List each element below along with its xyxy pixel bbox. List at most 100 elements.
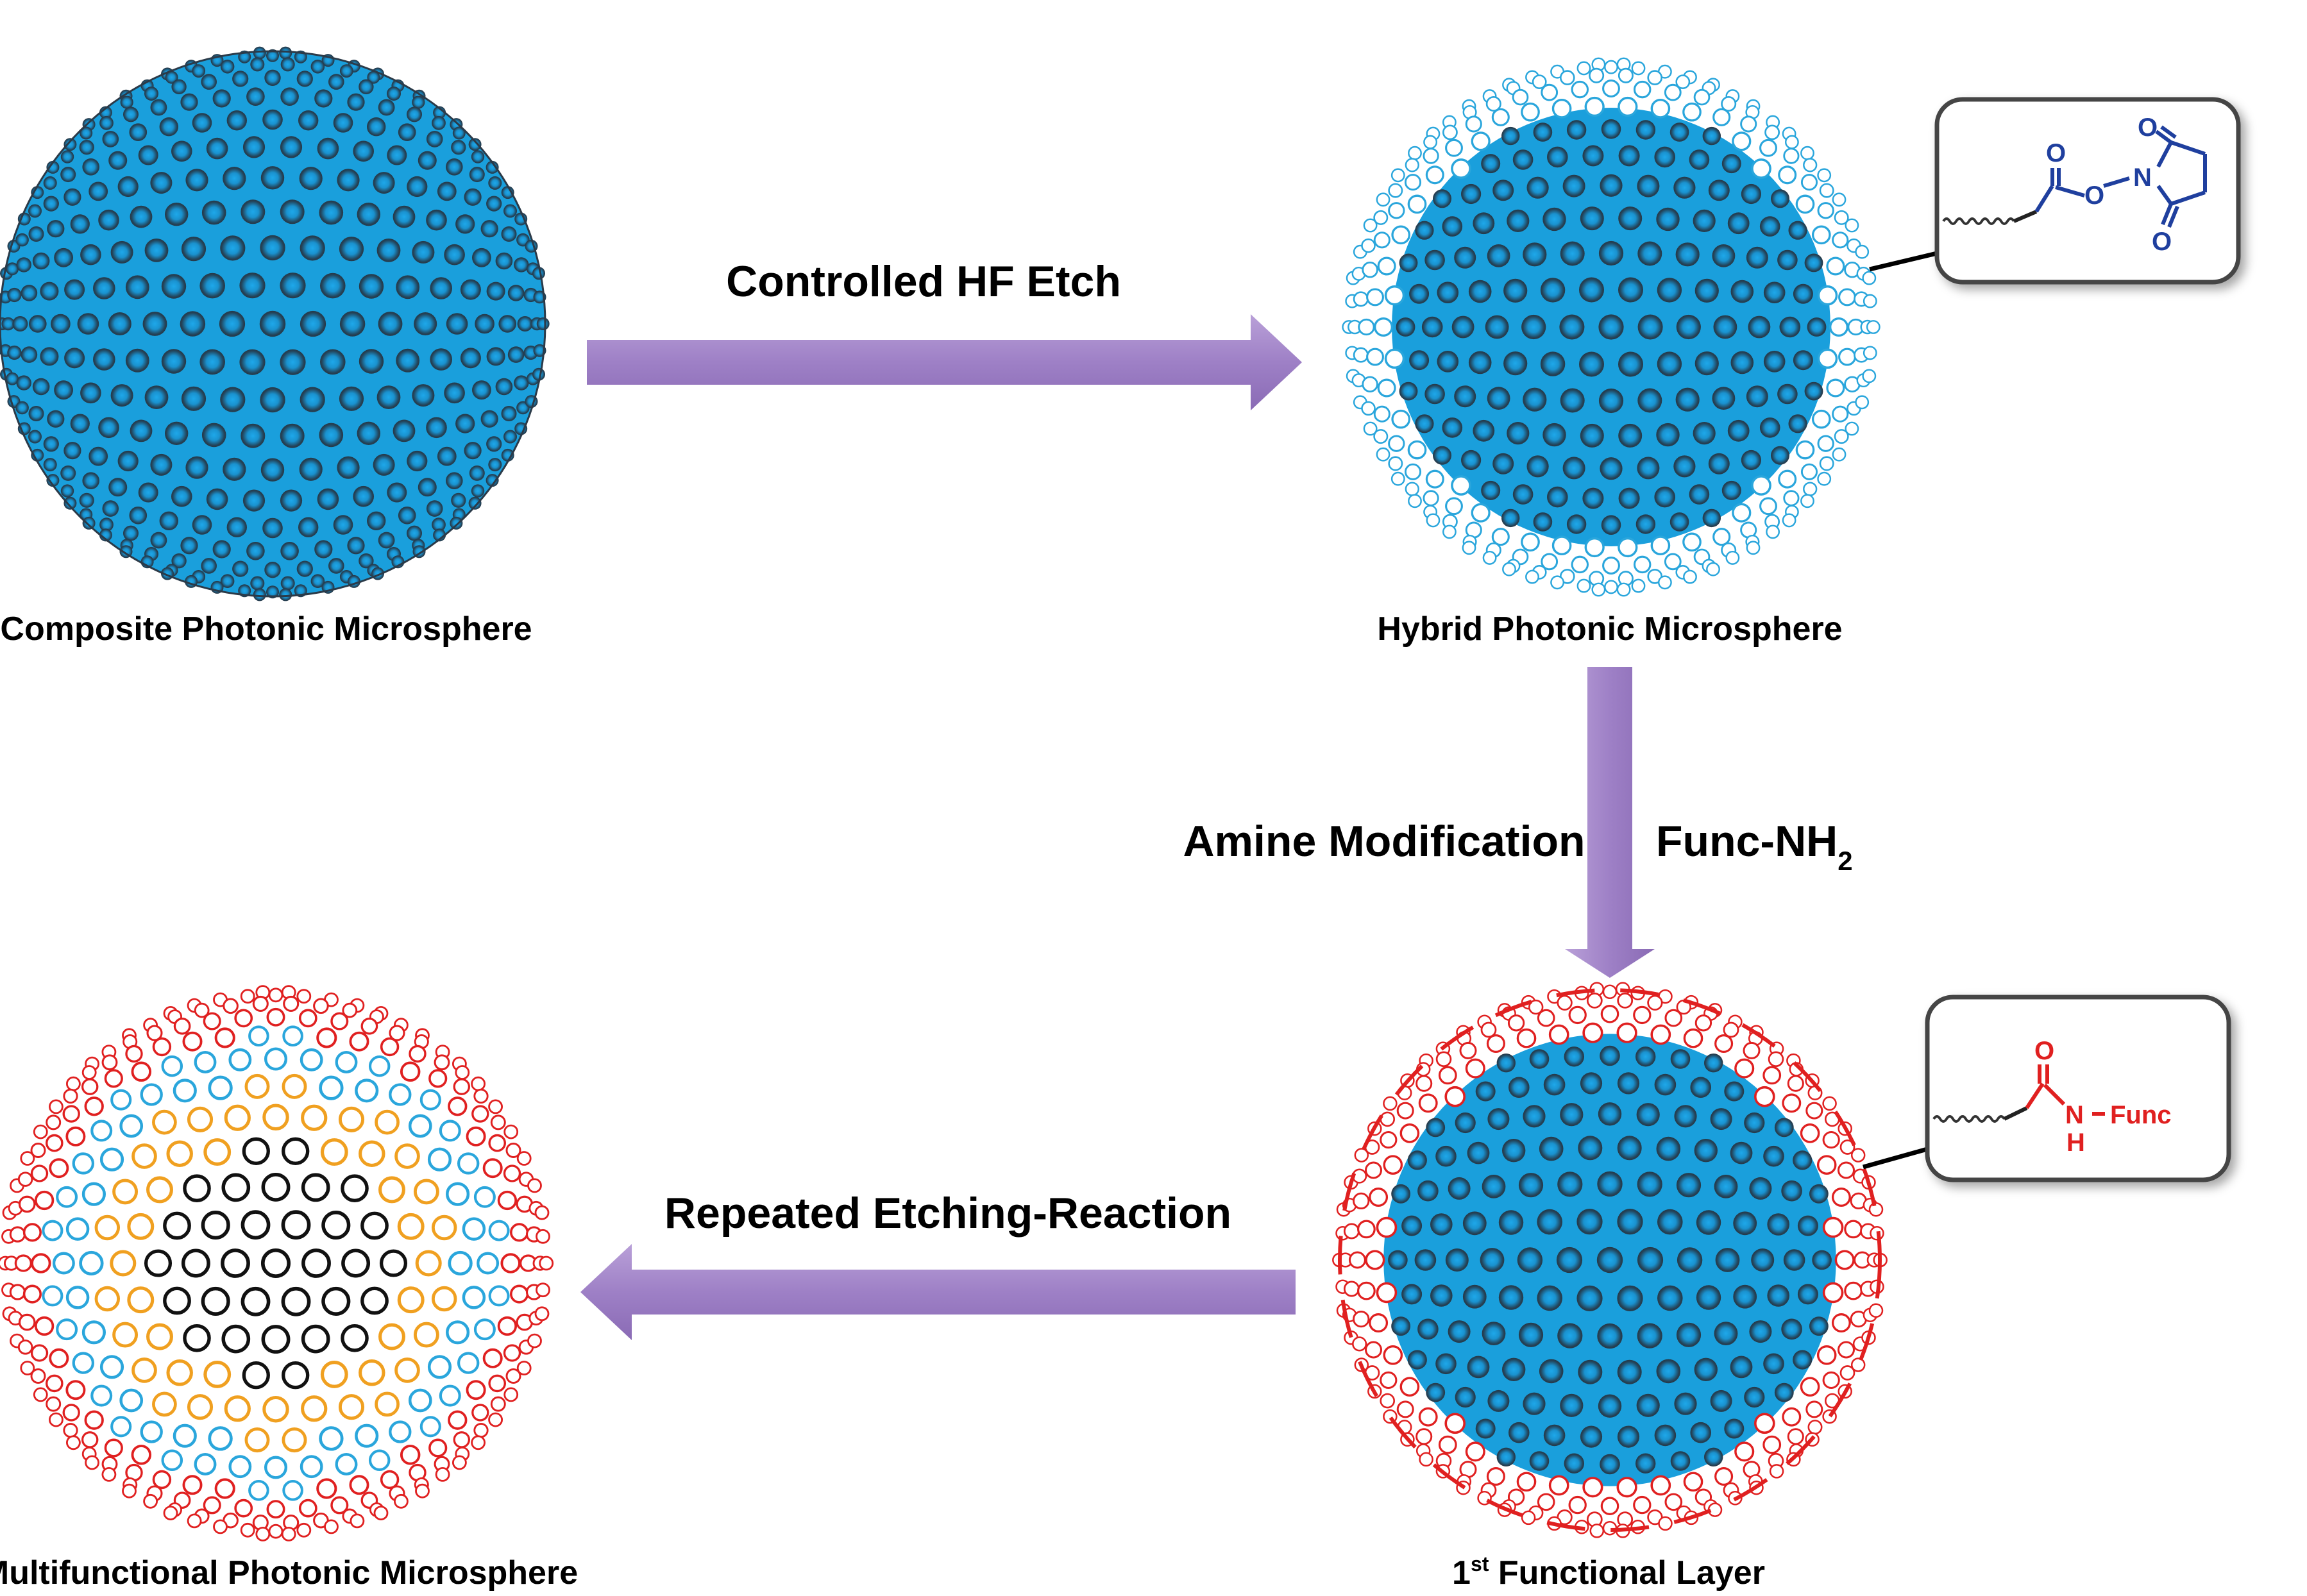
bead <box>1445 1248 1469 1272</box>
bead <box>320 273 346 299</box>
amide-h: H <box>2066 1129 2085 1157</box>
bead <box>1600 1497 1619 1515</box>
bead <box>129 123 148 141</box>
bead <box>1502 562 1516 576</box>
bead <box>407 450 428 472</box>
bead <box>72 1152 95 1175</box>
bead <box>527 1178 542 1193</box>
bead <box>143 1493 158 1509</box>
bead <box>1793 283 1813 304</box>
bead <box>84 1410 104 1430</box>
amide-n: N <box>2065 1101 2084 1129</box>
bead <box>208 1426 233 1451</box>
bead <box>536 1282 550 1298</box>
bead <box>22 1223 42 1242</box>
bead <box>264 1456 288 1479</box>
bead <box>1676 1322 1702 1347</box>
bead <box>1650 1024 1671 1045</box>
bead <box>180 93 198 111</box>
bead <box>228 1048 252 1071</box>
bead <box>221 1248 250 1278</box>
bead <box>1637 174 1660 197</box>
bead <box>110 384 133 407</box>
bead <box>330 1012 349 1030</box>
bead <box>80 126 93 140</box>
bead <box>127 1286 155 1314</box>
amide-wavy-bond <box>1932 1115 2006 1123</box>
bead <box>1650 535 1671 556</box>
bead <box>497 1316 518 1336</box>
bead <box>1487 1108 1510 1130</box>
bead <box>317 488 339 510</box>
bead <box>1542 207 1566 231</box>
bead <box>486 474 499 487</box>
bead <box>1376 1216 1398 1238</box>
bead <box>146 1323 173 1350</box>
bead <box>488 1220 510 1241</box>
bead <box>152 1109 177 1135</box>
repeat-step-label: Repeated Etching-Reaction <box>664 1189 1231 1238</box>
first-layer-caption: 1st Functional Layer <box>1452 1552 1765 1592</box>
bead <box>1486 1466 1505 1486</box>
bead <box>1525 569 1539 584</box>
bead <box>110 1089 132 1111</box>
bead <box>1673 455 1696 478</box>
bead <box>1501 126 1520 146</box>
bead <box>194 1051 217 1073</box>
bead <box>1407 440 1427 460</box>
bead <box>1532 74 1547 89</box>
bead <box>180 311 206 337</box>
bead <box>152 1037 172 1057</box>
bead <box>1637 457 1660 480</box>
bead <box>101 1466 117 1482</box>
bead <box>376 239 401 262</box>
bead <box>20 1361 35 1375</box>
bead <box>1774 1118 1794 1138</box>
bead <box>248 1025 269 1047</box>
bead <box>1580 206 1604 231</box>
bead <box>1380 1393 1396 1409</box>
bead <box>1537 1209 1562 1235</box>
bead <box>1438 1066 1457 1085</box>
bead <box>82 516 96 530</box>
bead <box>1712 108 1731 126</box>
bead <box>359 1359 385 1386</box>
bead <box>1734 1058 1755 1079</box>
bead <box>84 1096 104 1116</box>
bead <box>281 1210 311 1240</box>
bead <box>1694 351 1719 376</box>
bead <box>253 588 266 601</box>
bead <box>1746 541 1761 555</box>
bead <box>482 1348 503 1368</box>
bead <box>1541 83 1559 101</box>
bead <box>228 1455 252 1479</box>
bead <box>367 511 386 530</box>
bead <box>1664 553 1682 571</box>
bead <box>505 1368 521 1384</box>
bead <box>407 525 422 541</box>
bead <box>450 516 463 530</box>
bead <box>320 1138 348 1166</box>
bead <box>397 1286 425 1314</box>
bead <box>1580 423 1604 448</box>
bead <box>310 60 325 74</box>
bead <box>457 1152 480 1175</box>
bead <box>360 1286 389 1315</box>
bead <box>1746 385 1768 408</box>
bead <box>296 1522 312 1538</box>
bead <box>159 511 178 530</box>
bead <box>1782 513 1796 528</box>
bead <box>1564 1046 1584 1067</box>
bead <box>301 1248 331 1278</box>
bead <box>1408 494 1422 508</box>
bead <box>472 248 491 267</box>
bead <box>1435 1353 1457 1375</box>
bead <box>1461 449 1482 471</box>
bead <box>1812 1250 1832 1270</box>
bead <box>9 1284 26 1300</box>
bead <box>65 1435 81 1450</box>
bead <box>1459 1041 1477 1059</box>
bead <box>298 110 319 131</box>
bead <box>261 1172 291 1202</box>
bead <box>1533 122 1553 142</box>
